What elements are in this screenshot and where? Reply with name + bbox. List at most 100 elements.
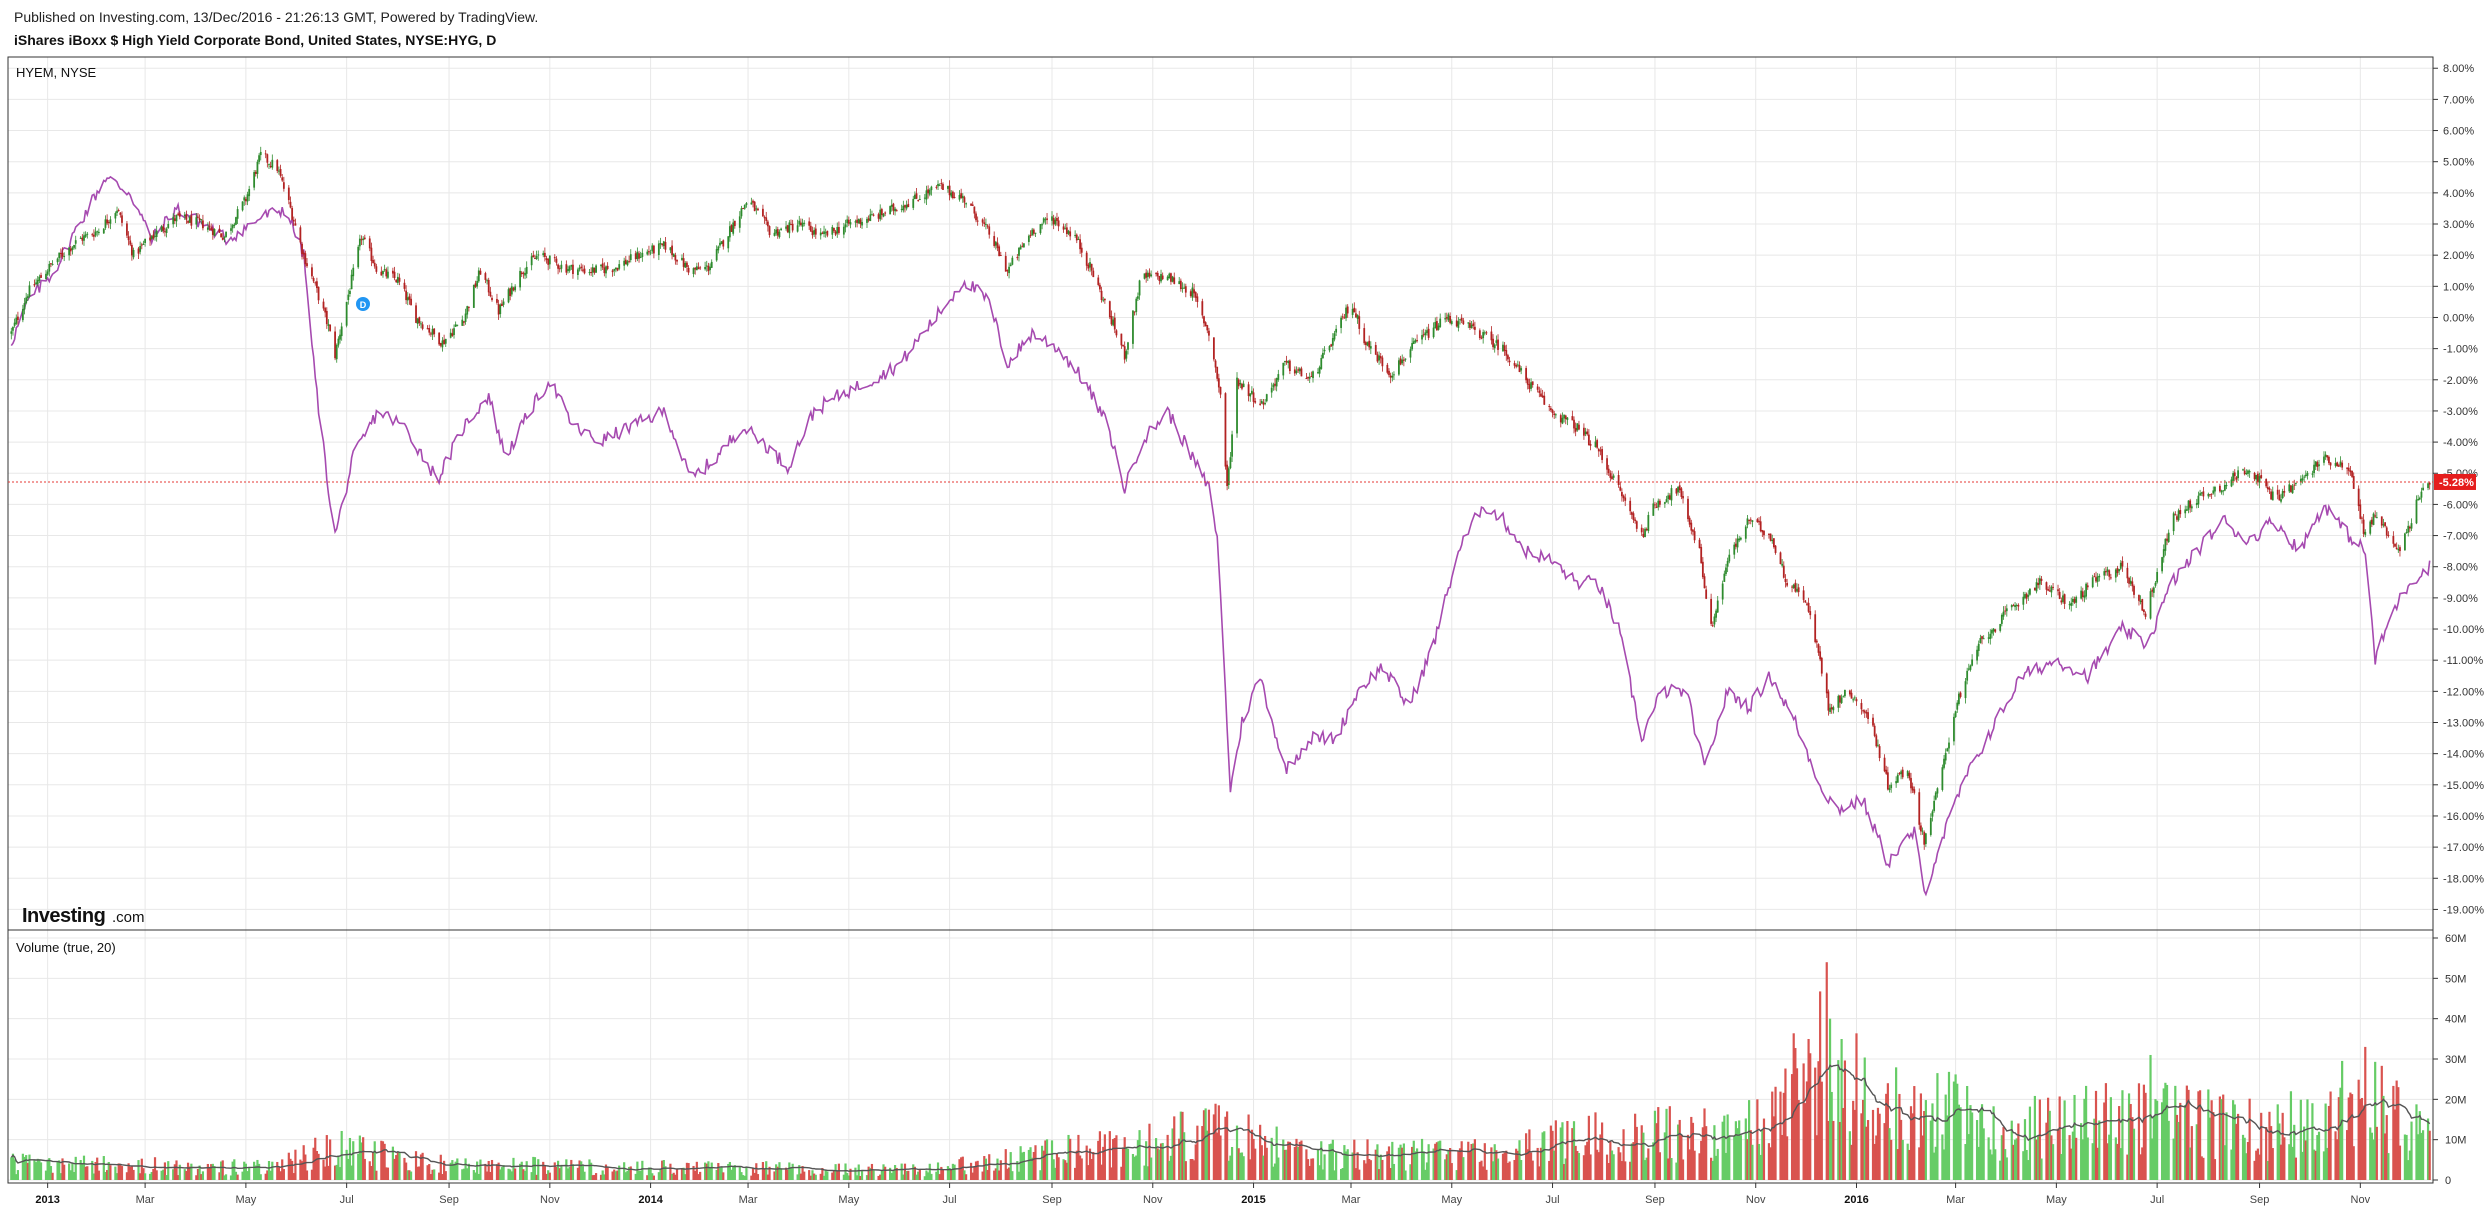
candle-body	[2347, 467, 2350, 471]
volume-bar	[1878, 1113, 1881, 1180]
volume-bar	[2392, 1085, 2395, 1180]
volume-bar	[1908, 1149, 1911, 1180]
candle-body	[1959, 692, 1962, 697]
candle-body	[1260, 400, 1263, 404]
volume-bar	[849, 1168, 852, 1180]
volume-bar	[1016, 1161, 1019, 1180]
candle-body	[1135, 298, 1138, 312]
volume-bar	[224, 1174, 228, 1180]
volume-bar	[1566, 1121, 1569, 1180]
time-axis[interactable]: 2013 Mar May Jul Sep Nov 2014 Mar May Jul Sep Nov 20…	[35, 1183, 2371, 1206]
volume-bar	[441, 1174, 444, 1180]
candle-body	[998, 246, 1001, 257]
volume-bar	[1554, 1120, 1557, 1180]
candle-body	[942, 184, 944, 190]
volume-bar	[461, 1169, 464, 1180]
candle-body	[1911, 786, 1914, 791]
candle-body	[565, 264, 568, 273]
volume-bar	[2051, 1144, 2055, 1180]
candle-body	[1536, 386, 1539, 390]
volume-bar	[2283, 1137, 2286, 1180]
candle-body	[1601, 449, 1603, 460]
volume-bar	[1508, 1161, 1511, 1180]
volume-bar	[2278, 1123, 2281, 1180]
candle-body	[532, 255, 535, 258]
volume-bar	[1265, 1147, 1268, 1180]
volume-bar	[1044, 1140, 1047, 1180]
volume-bar	[2190, 1126, 2193, 1180]
candle-body	[1330, 344, 1333, 347]
volume-tick-label: 10M	[2445, 1135, 2466, 1147]
volume-bar	[1987, 1137, 1990, 1180]
candle-body	[2397, 549, 2400, 551]
candle-body	[183, 214, 186, 217]
volume-bar	[1911, 1113, 1914, 1180]
volume-bar	[48, 1158, 51, 1180]
candle-body	[1920, 825, 1922, 832]
price-tick-label: -3.00%	[2443, 406, 2478, 418]
volume-bar	[2210, 1100, 2213, 1180]
candle-body	[2038, 578, 2041, 585]
candle-body	[2096, 576, 2099, 582]
volume-bar	[2230, 1149, 2233, 1180]
candle-body	[603, 267, 606, 274]
candle-body	[25, 297, 28, 304]
volume-bar	[652, 1175, 655, 1180]
dividend-marker[interactable]: D	[356, 297, 370, 311]
volume-bar	[1259, 1124, 1262, 1180]
volume-bar	[1189, 1158, 1192, 1180]
volume-bar	[2403, 1134, 2407, 1180]
candle-body	[861, 221, 863, 226]
volume-bar	[1772, 1116, 1775, 1180]
candle-body	[1979, 638, 1982, 644]
volume-bar	[1700, 1140, 1703, 1180]
candle-body	[1137, 296, 1139, 299]
volume-bar	[2410, 1121, 2413, 1180]
volume-bar	[2132, 1128, 2136, 1180]
volume-bar	[1376, 1144, 1379, 1180]
candle-body	[1844, 690, 1846, 697]
candle-body	[197, 216, 199, 218]
volume-bar	[2235, 1123, 2238, 1180]
candle-body	[1850, 692, 1853, 699]
candle-body	[2005, 608, 2008, 612]
time-tick-label: Jul	[943, 1194, 957, 1206]
volume-bar	[2017, 1123, 2020, 1180]
dividend-marker-icon[interactable]	[356, 297, 370, 311]
price-axis[interactable]: 8.00%7.00%6.00%5.00%4.00%3.00%2.00%1.00%…	[2433, 63, 2484, 916]
candle-body	[2260, 475, 2263, 478]
volume-tick-label: 30M	[2445, 1054, 2466, 1066]
volume-bar	[657, 1172, 660, 1180]
candle-body	[84, 234, 87, 237]
volume-bar	[1062, 1159, 1065, 1180]
candle-body	[144, 238, 147, 243]
volume-bar	[951, 1163, 954, 1180]
volume-bar	[1179, 1111, 1182, 1180]
candle-body	[1530, 382, 1532, 389]
volume-bar	[2035, 1139, 2038, 1180]
volume-bar	[548, 1172, 551, 1180]
volume-bar	[606, 1166, 609, 1180]
volume-bar	[1074, 1167, 1077, 1180]
volume-bar	[1207, 1109, 1211, 1180]
candle-body	[104, 219, 107, 228]
candle-body	[1103, 298, 1106, 301]
volume-bar	[256, 1159, 259, 1180]
volume-bar	[2256, 1148, 2259, 1180]
volume-bar	[2317, 1131, 2321, 1180]
candle-body	[1680, 488, 1683, 497]
volume-bar	[2346, 1130, 2349, 1180]
volume-bar	[523, 1170, 527, 1180]
candle-body	[1599, 450, 1602, 452]
volume-bar	[267, 1160, 271, 1180]
candle-body	[2151, 589, 2154, 592]
candle-body	[1596, 440, 1599, 448]
volume-bar	[2327, 1105, 2331, 1180]
volume-bar	[352, 1141, 355, 1180]
candle-body	[548, 255, 551, 265]
volume-bar	[1653, 1110, 1657, 1180]
candle-body	[467, 306, 470, 308]
candle-body	[1554, 414, 1557, 416]
